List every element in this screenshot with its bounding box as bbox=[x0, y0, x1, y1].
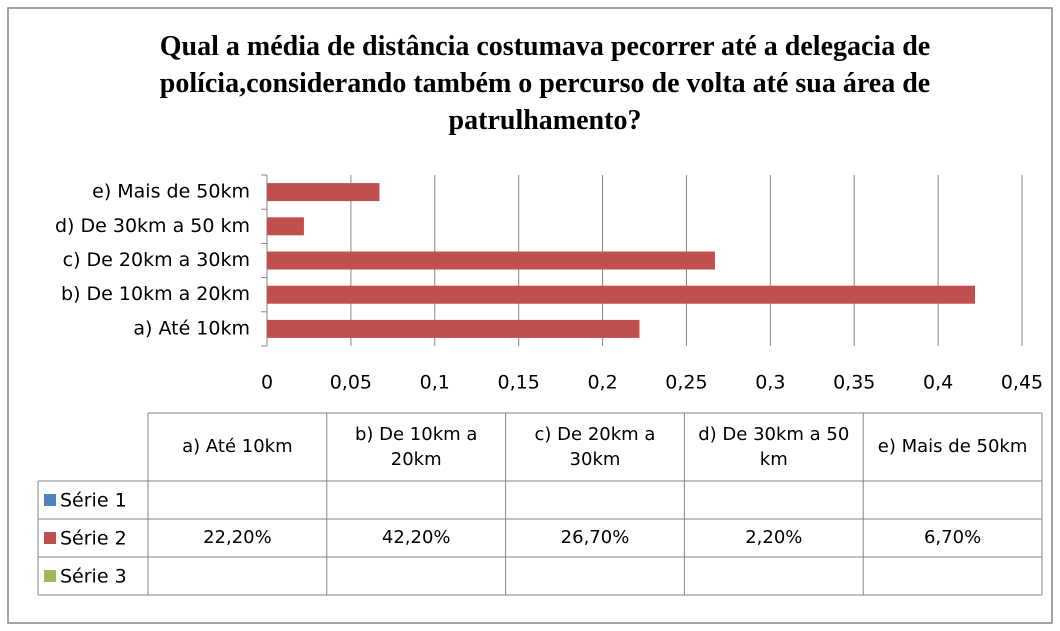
y-tick-label: e) Mais de 50km bbox=[92, 181, 250, 203]
table-header-box: d) De 30km a 50 km bbox=[698, 423, 850, 470]
x-tick-label: 0,15 bbox=[498, 372, 540, 394]
y-tick-label: d) De 30km a 50 km bbox=[55, 215, 250, 237]
table-value-box: 42,20% bbox=[381, 527, 451, 549]
y-tick-label: b) De 10km a 20km bbox=[61, 283, 250, 305]
x-tick-label: 0,2 bbox=[587, 372, 617, 394]
chart-title: Qual a média de distância costumava peco… bbox=[159, 31, 931, 136]
table-header: e) Mais de 50km bbox=[877, 436, 1028, 458]
x-tick-label: 0,35 bbox=[833, 372, 875, 394]
table-header-box: e) Mais de 50km bbox=[877, 436, 1028, 458]
table-value: 22,20% bbox=[203, 527, 272, 549]
x-tick-label: 0,3 bbox=[755, 372, 785, 394]
table-value-box: 6,70% bbox=[923, 527, 982, 549]
table-header: b) De 10km a 20km bbox=[354, 423, 478, 470]
legend-label: Série 1 bbox=[60, 490, 127, 512]
y-tick-label: c) De 20km a 30km bbox=[63, 249, 250, 271]
table-header: a) Até 10km bbox=[182, 436, 293, 458]
bar bbox=[267, 251, 715, 270]
title-box: Qual a média de distância costumava peco… bbox=[159, 31, 931, 136]
table-header: d) De 30km a 50 km bbox=[698, 423, 850, 470]
x-tick-label: 0,05 bbox=[330, 372, 372, 394]
legend-label: Série 3 bbox=[60, 566, 127, 588]
table-value: 6,70% bbox=[923, 527, 982, 549]
table-header-box: b) De 10km a 20km bbox=[354, 423, 478, 470]
table-header: c) De 20km a 30km bbox=[534, 423, 656, 470]
legend-swatch bbox=[44, 494, 56, 506]
bar bbox=[267, 319, 640, 338]
table-value: 26,70% bbox=[560, 527, 630, 549]
table-value: 2,20% bbox=[745, 527, 803, 549]
table-value: 42,20% bbox=[381, 527, 451, 549]
x-tick-label: 0,25 bbox=[665, 372, 707, 394]
legend-swatch bbox=[44, 532, 56, 544]
table-header-box: a) Até 10km bbox=[182, 436, 293, 458]
y-tick-label: a) Até 10km bbox=[133, 317, 250, 339]
table-value-box: 22,20% bbox=[203, 527, 272, 549]
bar bbox=[267, 183, 380, 202]
x-tick-label: 0,45 bbox=[1001, 372, 1043, 394]
x-tick-label: 0 bbox=[261, 372, 273, 394]
x-tick-label: 0,4 bbox=[923, 372, 953, 394]
table-value-box: 2,20% bbox=[745, 527, 803, 549]
x-tick-label: 0,1 bbox=[420, 372, 450, 394]
bar bbox=[267, 285, 976, 304]
bar bbox=[267, 217, 304, 236]
table-value-box: 26,70% bbox=[560, 527, 630, 549]
legend-swatch bbox=[44, 570, 56, 582]
chart-border bbox=[7, 7, 1053, 624]
table-header-box: c) De 20km a 30km bbox=[534, 423, 656, 470]
legend-label: Série 2 bbox=[60, 528, 127, 550]
